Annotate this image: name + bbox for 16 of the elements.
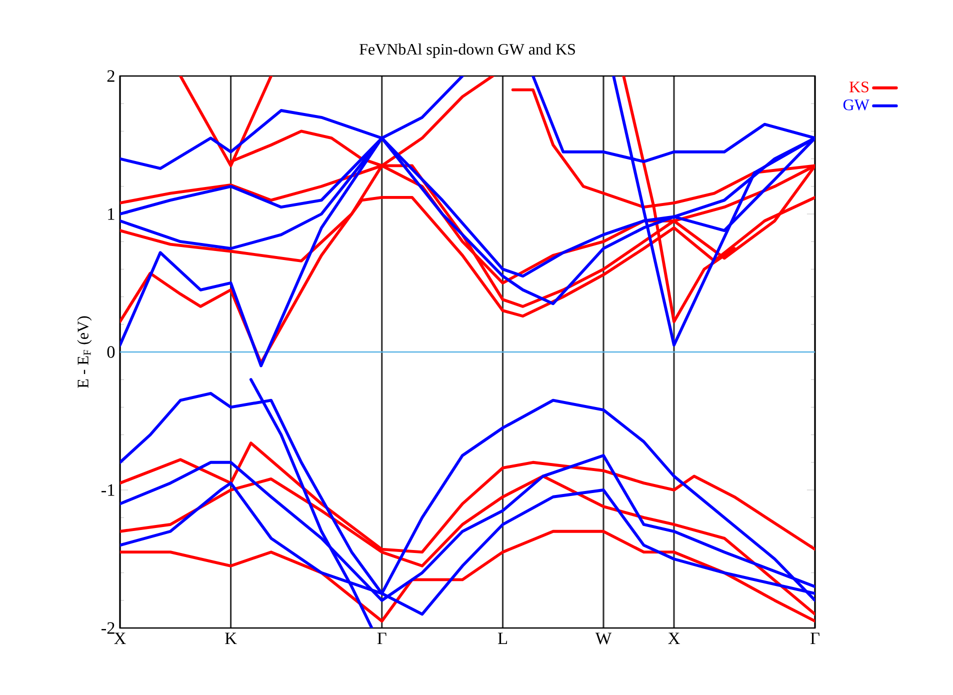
y-tick-label: -1 bbox=[102, 484, 114, 496]
x-tick-label: Γ bbox=[377, 632, 386, 644]
x-tick-label: X bbox=[668, 632, 680, 644]
y-tick-label: 2 bbox=[107, 70, 114, 82]
x-tick-label: X bbox=[114, 632, 126, 644]
y-axis-title: E - E$_{F}$ (eV) bbox=[77, 316, 92, 388]
x-tick-label: W bbox=[595, 632, 612, 644]
y-tick-label: 0 bbox=[107, 346, 115, 358]
x-tick-label: K bbox=[225, 632, 237, 644]
chart-title: FeVNbAl spin-down GW and KS bbox=[360, 43, 575, 58]
x-tick-label: Γ bbox=[810, 632, 820, 644]
y-tick-label: -2 bbox=[102, 622, 114, 634]
text: KS bbox=[849, 82, 868, 92]
text: GW bbox=[843, 100, 870, 110]
x-tick-label: L bbox=[498, 632, 508, 644]
y-tick-label: 1 bbox=[108, 208, 114, 220]
